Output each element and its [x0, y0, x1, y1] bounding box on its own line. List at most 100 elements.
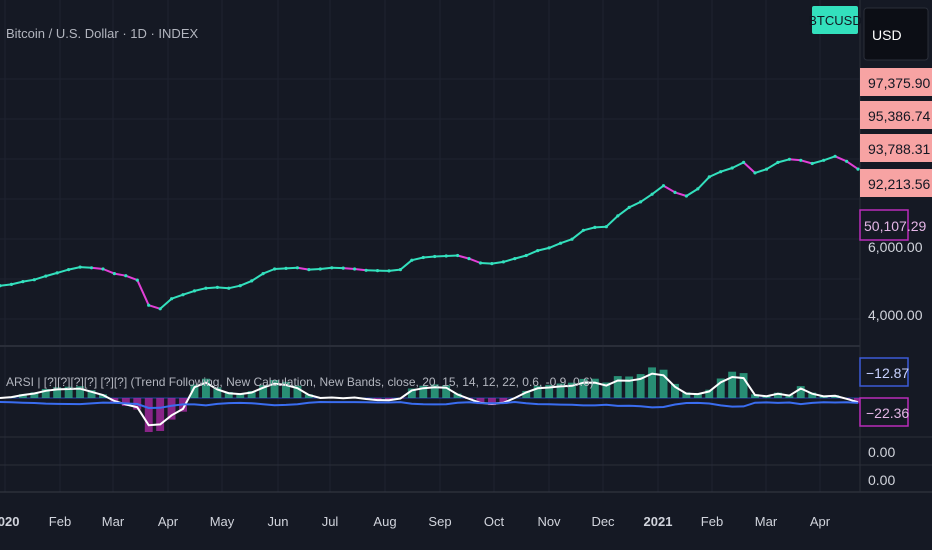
main-chart-title: Bitcoin / U.S. Dollar · 1D · INDEX: [6, 26, 198, 41]
price-point-46: [524, 253, 528, 258]
osc-bar-26: [293, 385, 302, 398]
indicator-tag-bg-1: [859, 357, 909, 387]
price-point-24: [273, 267, 277, 271]
osc-signal-line: [0, 372, 859, 427]
currency-button[interactable]: USD: [872, 27, 902, 43]
osc-bar-46: [522, 390, 531, 398]
indicator-tag-1: −12.87: [866, 365, 909, 381]
osc-bar-22: [247, 391, 256, 398]
osc-bar-62: [705, 389, 714, 398]
price-segment-3: [33, 275, 47, 281]
price-point-48: [547, 246, 551, 250]
price-segment-57: [651, 184, 665, 196]
price-point-19: [215, 285, 219, 289]
price-point-64: [730, 166, 734, 170]
price-point-20: [227, 286, 231, 290]
time-tick-14: Mar: [755, 514, 778, 529]
last-price-tag: 50,107.29: [864, 218, 926, 234]
price-point-42: [478, 261, 483, 265]
price-segment-73: [834, 155, 848, 163]
price-segment-39: [445, 254, 459, 257]
price-point-51: [581, 228, 586, 232]
price-point-5: [55, 271, 59, 275]
price-segment-1: [10, 280, 24, 286]
price-segment-55: [628, 200, 642, 209]
price-point-53: [604, 225, 608, 229]
price-segment-27: [307, 268, 322, 271]
price-tick-3: 92,213.56: [868, 176, 930, 192]
price-point-0: [0, 284, 2, 288]
price-point-45: [513, 257, 517, 261]
currency-button-bg[interactable]: [863, 7, 929, 61]
price-axis: 97,375.90 95,386.74 93,788.31 92,213.56 6,00…: [860, 68, 932, 323]
time-tick-7: Aug: [373, 514, 396, 529]
price-point-60: [684, 194, 689, 198]
price-segment-6: [67, 266, 82, 271]
price-point-55: [627, 205, 631, 209]
price-segment-51: [582, 226, 596, 232]
time-tick-15: Apr: [810, 514, 831, 529]
osc-bar-17: [190, 384, 199, 398]
symbol-tag-bg: [812, 6, 858, 34]
time-axis: 2020 Feb Mar Apr May Jun Jul Aug Sep Oct Nov Dec 202…: [0, 514, 831, 529]
price-segment-28: [319, 266, 333, 270]
price-point-27: [307, 268, 311, 272]
price-segment-13: [147, 304, 162, 310]
time-tick-10: Nov: [537, 514, 561, 529]
time-tick-12: 2021: [644, 514, 673, 529]
price-segment-25: [285, 266, 299, 270]
osc-bar-55: [625, 376, 634, 398]
price-segment-9: [102, 268, 116, 275]
price-segment-66: [754, 168, 768, 174]
price-segment-48: [548, 242, 562, 249]
price-tick-4: 6,000.00: [868, 239, 923, 255]
price-segment-24: [273, 267, 287, 270]
price-point-26: [295, 266, 299, 270]
osc-bar-39: [442, 385, 451, 398]
price-point-56: [639, 200, 643, 204]
indicator-tag-bg-2: [859, 397, 909, 427]
price-segment-40: [456, 254, 470, 260]
price-point-62: [707, 175, 711, 179]
price-tick-bg-1: [860, 101, 932, 129]
price-point-11: [124, 274, 128, 278]
price-point-14: [158, 307, 162, 311]
price-point-34: [387, 269, 391, 273]
price-segment-11: [124, 274, 139, 282]
price-segment-38: [433, 255, 448, 258]
price-segment-67: [765, 161, 779, 171]
last-price-tag-bg: [859, 209, 909, 241]
price-segment-23: [262, 268, 276, 275]
price-point-8: [89, 266, 94, 270]
price-segment-14: [159, 297, 173, 310]
osc-bar-68: [774, 392, 782, 398]
osc-bar-19: [213, 387, 222, 398]
time-tick-13: Feb: [701, 514, 723, 529]
osc-bar-3: [30, 392, 39, 398]
price-point-12: [135, 278, 139, 282]
price-segment-43: [490, 260, 505, 265]
osc-bar-65: [739, 373, 748, 398]
price-point-65: [742, 160, 746, 164]
osc-bar-8: [87, 390, 96, 398]
osc-bar-56: [636, 374, 645, 398]
price-point-18: [204, 286, 208, 290]
price-point-2: [21, 280, 25, 284]
price-point-67: [764, 167, 769, 171]
price-segment-15: [170, 293, 184, 300]
osc-bar-21: [236, 393, 245, 398]
osc-bar-20: [224, 392, 233, 398]
price-segment-37: [422, 255, 436, 259]
price-point-47: [536, 249, 540, 253]
price-segment-61: [696, 175, 711, 190]
price-point-54: [616, 214, 620, 218]
price-segment-42: [479, 262, 493, 265]
price-point-17: [192, 289, 197, 293]
price-point-31: [353, 267, 357, 271]
price-point-9: [101, 267, 105, 271]
osc-bar-40: [453, 393, 462, 398]
price-segment-46: [525, 249, 539, 257]
price-segment-53: [605, 214, 619, 228]
price-tick-bg-2: [860, 134, 932, 162]
